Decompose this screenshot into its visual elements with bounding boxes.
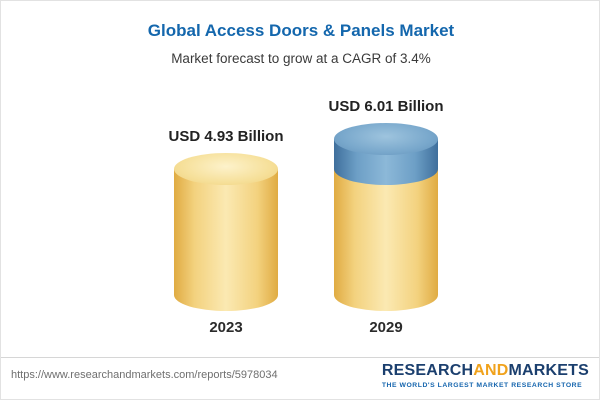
logo-word-markets: MARKETS [508,362,589,379]
chart-subtitle: Market forecast to grow at a CAGR of 3.4… [171,51,431,66]
bar-2023-cylinder-body [174,169,278,311]
logo-word-and: AND [473,362,509,379]
x-axis-label-2029: 2029 [369,319,403,336]
bar-2029-cylinder-base-segment [334,161,438,311]
value-label-2023: USD 4.93 Billion [168,128,284,145]
chart-title: Global Access Doors & Panels Market [147,21,455,40]
research-and-markets-logo: RESEARCHANDMARKETS THE WORLD'S LARGEST M… [382,362,589,389]
logo-tagline: THE WORLD'S LARGEST MARKET RESEARCH STOR… [381,382,583,389]
x-axis-label-2023: 2023 [209,319,243,336]
value-label-2029: USD 6.01 Billion [328,98,444,115]
bar-2029-cylinder-top [334,123,438,155]
report-url: https://www.researchandmarkets.com/repor… [11,369,278,381]
logo-wordmark: RESEARCHANDMARKETS [382,362,589,380]
logo-word-research: RESEARCH [381,362,474,379]
bar-2023-cylinder-top [174,153,278,185]
footer-divider [1,357,599,358]
